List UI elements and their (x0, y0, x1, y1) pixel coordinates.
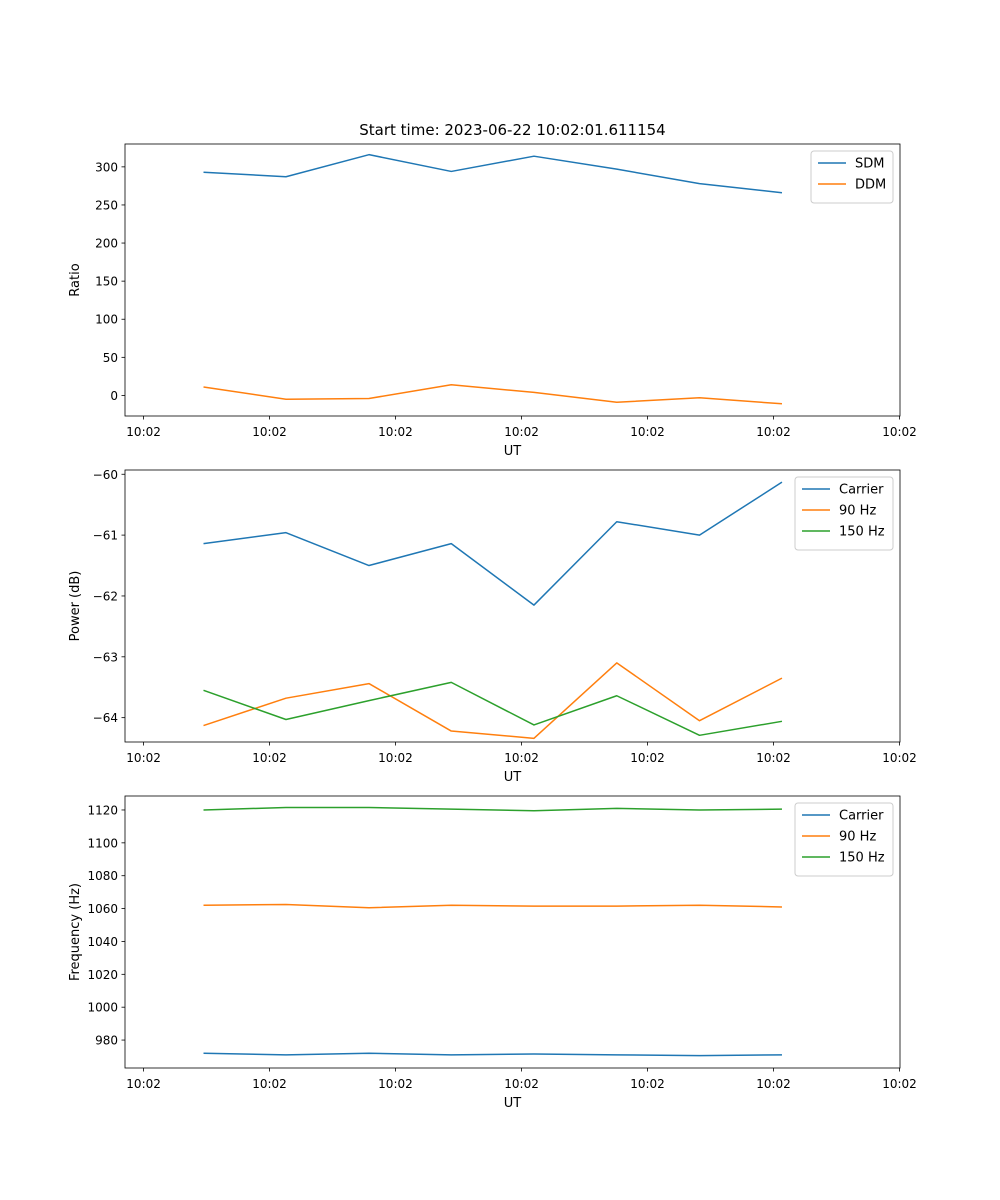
x-tick-label: 10:02 (756, 751, 791, 765)
x-axis-label: UT (504, 444, 522, 459)
x-tick-label: 10:02 (630, 1077, 665, 1091)
x-tick-label: 10:02 (756, 425, 791, 439)
x-tick-label: 10:02 (126, 425, 161, 439)
x-tick-label: 10:02 (504, 425, 539, 439)
y-tick-label: 50 (103, 351, 118, 365)
legend: Carrier 90 Hz 150 Hz (794, 802, 894, 877)
x-tick-label: 10:02 (630, 425, 665, 439)
y-tick-label: 1060 (87, 902, 118, 916)
series-line-150-hz (203, 681, 783, 737)
series-line-carrier (203, 1052, 782, 1057)
axes-frame (124, 143, 901, 417)
chart-panel-1: 0 50 100 150 200 250 300 10:02 10:02 10:02 10:02 10… (68, 121, 917, 459)
y-tick-label: 150 (95, 275, 118, 289)
y-tick-label: 1080 (87, 869, 118, 883)
chart-panel-3: 980 1000 1020 1040 1060 1080 1100 1120 10:02 10:0… (68, 795, 917, 1111)
chart-title: Start time: 2023-06-22 10:02:01.611154 (359, 121, 665, 139)
y-tick-label: 1020 (87, 968, 118, 982)
y-tick-label: −61 (93, 529, 118, 543)
x-tick-label: 10:02 (630, 751, 665, 765)
y-tick-label: 1000 (87, 1001, 118, 1015)
y-axis-label: Frequency (Hz) (68, 883, 83, 981)
series-line-ddm (203, 384, 783, 405)
x-tick-label: 10:02 (378, 425, 413, 439)
y-tick-label: −63 (93, 650, 118, 664)
y-tick-label: −64 (93, 711, 118, 725)
legend-label: Carrier (839, 809, 884, 824)
y-tick-label: 300 (95, 160, 118, 174)
x-tick-label: 10:02 (504, 1077, 539, 1091)
y-axis-label: Ratio (68, 263, 83, 296)
x-tick-label: 10:02 (252, 1077, 287, 1091)
x-tick-label: 10:02 (882, 751, 917, 765)
series-group (203, 481, 783, 740)
legend-label: Carrier (839, 483, 884, 498)
axes-frame (124, 469, 901, 743)
legend-label: 150 Hz (839, 525, 885, 540)
y-tick-label: −60 (93, 468, 118, 482)
y-tick-label: −62 (93, 589, 118, 603)
x-tick-label: 10:02 (252, 425, 287, 439)
y-axis-label: Power (dB) (68, 571, 83, 642)
series-line-carrier (203, 481, 783, 606)
legend-label: DDM (855, 178, 886, 193)
chart-panel-2: −64 −63 −62 −61 −60 10:02 10:02 10:02 10:02 10:02… (68, 468, 917, 785)
y-tick-label: 0 (110, 389, 118, 403)
legend: SDM DDM (810, 150, 894, 204)
legend-label: 150 Hz (839, 851, 885, 866)
x-tick-label: 10:02 (126, 751, 161, 765)
x-tick-label: 10:02 (882, 1077, 917, 1091)
y-tick-label: 980 (95, 1034, 118, 1048)
legend-label: 90 Hz (839, 830, 876, 845)
x-tick-label: 10:02 (252, 751, 287, 765)
y-tick-label: 1040 (87, 935, 118, 949)
legend-label: 90 Hz (839, 504, 876, 519)
legend: Carrier 90 Hz 150 Hz (794, 476, 894, 551)
legend-box (810, 150, 894, 204)
legend-label: SDM (855, 157, 884, 172)
series-line-150-hz (203, 806, 782, 812)
y-tick-label: 1100 (87, 836, 118, 850)
y-tick-label: 100 (95, 313, 118, 327)
series-group (203, 153, 783, 405)
series-line-90-hz (203, 662, 783, 740)
series-group (203, 806, 782, 1057)
x-tick-label: 10:02 (378, 751, 413, 765)
x-axis-label: UT (504, 770, 522, 785)
series-line-sdm (203, 153, 783, 194)
series-line-90-hz (203, 903, 782, 909)
axes-frame (124, 795, 901, 1069)
y-tick-label: 200 (95, 237, 118, 251)
x-tick-label: 10:02 (756, 1077, 791, 1091)
x-tick-label: 10:02 (378, 1077, 413, 1091)
y-tick-label: 250 (95, 198, 118, 212)
x-axis-label: UT (504, 1096, 522, 1111)
y-tick-label: 1120 (87, 803, 118, 817)
x-tick-label: 10:02 (882, 425, 917, 439)
x-tick-label: 10:02 (504, 751, 539, 765)
x-tick-label: 10:02 (126, 1077, 161, 1091)
